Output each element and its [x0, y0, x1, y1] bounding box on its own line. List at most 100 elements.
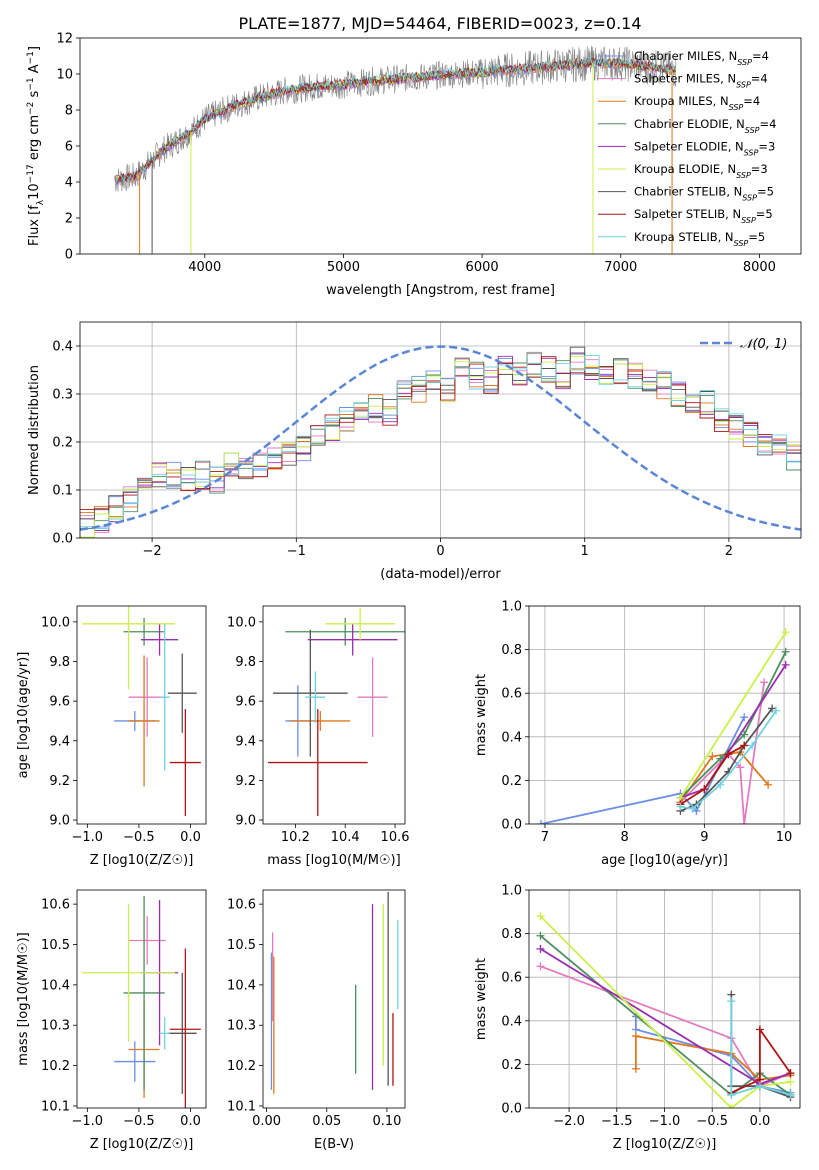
massweight_vs_Z-ylabel: mass weight	[474, 958, 489, 1040]
weight-marker	[740, 713, 749, 722]
weight-line	[679, 682, 765, 824]
spectrum-ytick-label: 8	[65, 104, 73, 119]
age_vs_mass-ytick-label: 9.6	[235, 695, 256, 710]
weight-line	[730, 1001, 791, 1097]
massweight_vs_age-ylabel: mass weight	[474, 674, 489, 756]
massweight_vs_Z-plot-area	[529, 890, 800, 1108]
weight-marker	[727, 1090, 736, 1099]
weight-marker	[727, 997, 736, 1006]
age_vs_Z-xtick-label: 0.0	[180, 830, 201, 845]
massweight_vs_Z-ytick-label: 1.0	[501, 884, 522, 899]
massweight_vs_age-xtick-label: 10	[776, 830, 793, 845]
age_vs_Z-ytick-label: 9.4	[49, 734, 70, 749]
spectrum-xtick-label: 5000	[327, 260, 360, 275]
chart-mass_vs_Z: −1.0 −0.5 0.0 10.1 10.2 10.3 10.4 10.5 10.6 Z [lo…	[16, 889, 207, 1152]
mass_vs_Z-ytick-label: 10.4	[41, 978, 70, 993]
mass_vs_Z-axes-frame	[76, 889, 207, 1109]
spectrum-xtick-label: 8000	[743, 260, 776, 275]
age_vs_mass-axes-frame	[262, 605, 406, 825]
weight-marker	[740, 820, 749, 824]
mass_vs_Z-ytick-label: 10.3	[41, 1019, 70, 1034]
weight-marker	[760, 678, 769, 687]
weight-marker	[755, 1025, 764, 1034]
residuals-ytick-label: 0.2	[52, 436, 73, 451]
mass_vs_ebv-ytick-label: 10.4	[227, 978, 256, 993]
age_vs_mass-ytick-label: 10.0	[227, 615, 256, 630]
spectrum-xtick-label: 6000	[466, 260, 499, 275]
age_vs_Z-xtick-label: −1.0	[72, 830, 104, 845]
mass_vs_Z-ytick-label: 10.6	[41, 898, 70, 913]
weight-line	[679, 744, 745, 806]
age_vs_Z-ytick-label: 9.2	[49, 774, 70, 789]
legend-label: Kroupa ELODIE, NSSP=3	[634, 162, 768, 180]
weight-marker	[724, 750, 733, 759]
weight-line	[540, 948, 791, 1085]
residuals-ytick-label: 0.0	[52, 532, 73, 547]
weight-marker	[764, 780, 773, 789]
weight-marker	[536, 912, 545, 921]
weight-marker	[676, 802, 685, 811]
age_vs_mass-xtick-label: 10.2	[281, 830, 310, 845]
age_vs_Z-ytick-label: 9.6	[49, 695, 70, 710]
weight-marker	[781, 660, 790, 669]
weight-marker	[781, 647, 790, 656]
weight-marker	[536, 962, 545, 971]
mass_vs_ebv-xtick-label: 0.05	[312, 1114, 341, 1129]
spectrum-xlabel: wavelength [Angstrom, rest frame]	[326, 283, 555, 298]
legend-label: Chabrier ELODIE, NSSP=4	[634, 117, 776, 135]
massweight_vs_Z-ytick-label: 0.2	[501, 1058, 522, 1073]
mass_vs_ebv-ytick-label: 10.2	[227, 1059, 256, 1074]
weight-marker	[740, 730, 749, 739]
massweight_vs_age-ytick-label: 0.4	[501, 730, 522, 745]
massweight_vs_age-xtick-label: 9	[700, 830, 708, 845]
figure-title: PLATE=1877, MJD=54464, FIBERID=0023, z=0…	[238, 14, 641, 33]
chart-age_vs_mass: 10.2 10.4 10.6 9.0 9.2 9.4 9.6 9.8 10.0 mass [log…	[227, 605, 410, 868]
weight-line	[635, 1035, 791, 1081]
residuals-ylabel: Normed distribution	[27, 365, 42, 495]
age_vs_Z-plot-area	[82, 606, 201, 817]
spectrum-ytick-label: 10	[56, 68, 73, 83]
massweight_vs_Z-xtick-label: −1.0	[649, 1114, 681, 1129]
mass_vs_ebv-xtick-label: 0.10	[372, 1114, 401, 1129]
spectrum-ytick-label: 4	[65, 176, 73, 191]
weight-marker	[786, 1077, 795, 1086]
spectrum-xtick-label: 7000	[604, 260, 637, 275]
mass_vs_ebv-axes-frame	[262, 889, 406, 1109]
residuals-ytick-label: 0.1	[52, 484, 73, 499]
weight-marker	[755, 1082, 764, 1091]
weight-marker	[736, 763, 745, 772]
massweight_vs_age-xlabel: age [log10(age/yr)]	[601, 853, 728, 868]
weight-marker	[536, 931, 545, 940]
age_vs_Z-xlabel: Z [log10(Z/Z☉)]	[90, 853, 194, 868]
chart-massweight_vs_age: 7 8 9 10 0.0 0.2 0.4 0.6 0.8 1.0 age [log10(age/yr…	[474, 600, 801, 868]
legend-label: Kroupa STELIB, NSSP=5	[634, 230, 765, 248]
residuals-xlabel: (data-model)/error	[380, 567, 501, 582]
mass_vs_ebv-ytick-label: 10.1	[227, 1099, 256, 1114]
weight-line	[679, 651, 787, 799]
chart-massweight_vs_Z: −2.0 −1.5 −1.0 −0.5 0.0 0.0 0.2 0.4 0.6 0.8 1.0 Z […	[474, 884, 801, 1152]
weight-marker	[786, 1090, 795, 1099]
weight-marker	[772, 706, 781, 715]
spectrum-ytick-label: 6	[65, 140, 73, 155]
massweight_vs_age-ytick-label: 0.0	[501, 818, 522, 833]
weight-marker	[781, 628, 790, 637]
residuals-ytick-label: 0.4	[52, 340, 73, 355]
spectrum-ytick-label: 0	[65, 248, 73, 263]
weight-line	[540, 716, 746, 824]
age_vs_mass-ytick-label: 9.2	[235, 774, 256, 789]
legend-label: Salpeter MILES, NSSP=4	[634, 72, 768, 90]
age_vs_mass-xlabel: mass [log10(M/M☉)]	[267, 853, 400, 868]
mass_vs_ebv-ytick-label: 10.6	[227, 898, 256, 913]
residuals-xtick-label: −1	[287, 544, 306, 559]
weight-marker	[716, 754, 725, 763]
weight-marker	[786, 1069, 795, 1078]
massweight_vs_age-ytick-label: 0.2	[501, 774, 522, 789]
weight-marker	[536, 944, 545, 953]
mass_vs_Z-plot-area	[82, 896, 201, 1108]
mass_vs_Z-xlabel: Z [log10(Z/Z☉)]	[90, 1137, 194, 1152]
age_vs_mass-xtick-label: 10.4	[331, 830, 360, 845]
mass_vs_Z-ytick-label: 10.1	[41, 1099, 70, 1114]
residual-histogram	[80, 354, 801, 529]
age_vs_Z-ytick-label: 9.0	[49, 814, 70, 829]
